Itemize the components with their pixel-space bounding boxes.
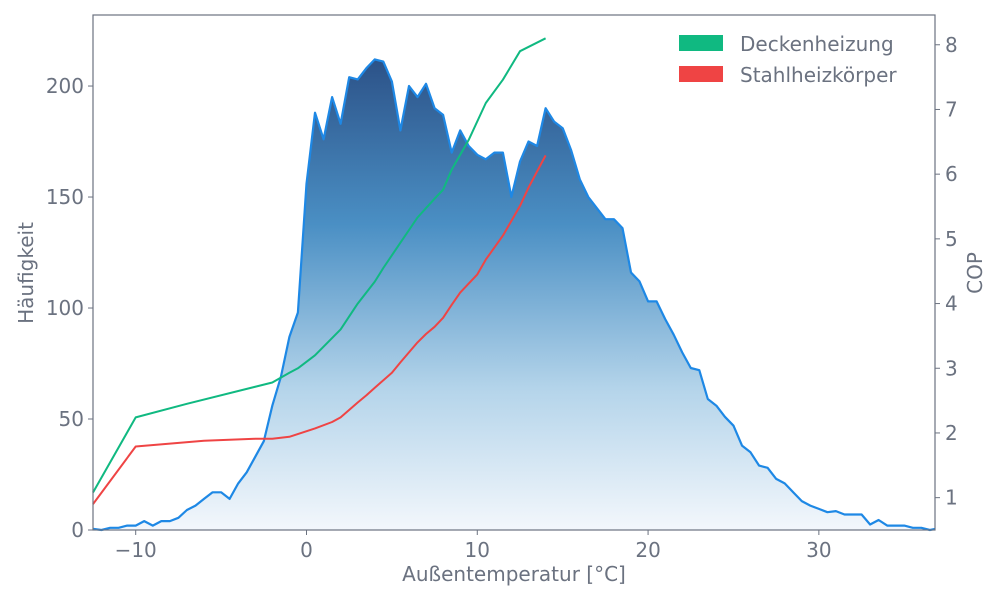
y-tick-label: 0 (71, 518, 84, 542)
x-tick-label: 10 (465, 538, 490, 562)
y2-tick-label: 3 (945, 356, 958, 380)
cop-line-stahlheizkoerper (92, 154, 547, 505)
axes: −10 0 10 20 30 0 50 100 150 200 1 2 3 4 5 6 7 8 (46, 33, 958, 562)
legend-swatch-stahlheizkoerper (679, 66, 723, 82)
y2-axis-label: COP (963, 252, 987, 294)
y-axis-label: Häufigkeit (14, 222, 38, 324)
histogram-line (92, 58, 936, 532)
y2-tick-label: 8 (945, 33, 958, 57)
legend-label-stahlheizkoerper: Stahlheizkörper (740, 63, 897, 87)
legend-label-deckenheizung: Deckenheizung (740, 32, 894, 56)
x-tick-label: 0 (300, 538, 313, 562)
x-tick-label: 30 (806, 538, 831, 562)
plot-frame (92, 14, 936, 531)
y2-tick-label: 6 (945, 162, 958, 186)
legend-swatch-deckenheizung (679, 35, 723, 51)
histogram-area (93, 59, 935, 531)
x-tick-label: −10 (115, 538, 157, 562)
y-tick-label: 100 (46, 296, 84, 320)
plot-area (92, 37, 936, 532)
x-axis-label: Außentemperatur [°C] (402, 562, 626, 586)
y-tick-label: 50 (59, 407, 84, 431)
y2-tick-label: 1 (945, 486, 958, 510)
y2-tick-label: 4 (945, 292, 958, 316)
legend: Deckenheizung Stahlheizkörper (679, 32, 897, 87)
y2-tick-label: 7 (945, 97, 958, 121)
x-tick-label: 20 (635, 538, 660, 562)
y2-tick-label: 5 (945, 227, 958, 251)
y-tick-label: 200 (46, 74, 84, 98)
cop-line-deckenheizung (92, 37, 547, 493)
y-tick-label: 150 (46, 185, 84, 209)
y2-tick-label: 2 (945, 421, 958, 445)
